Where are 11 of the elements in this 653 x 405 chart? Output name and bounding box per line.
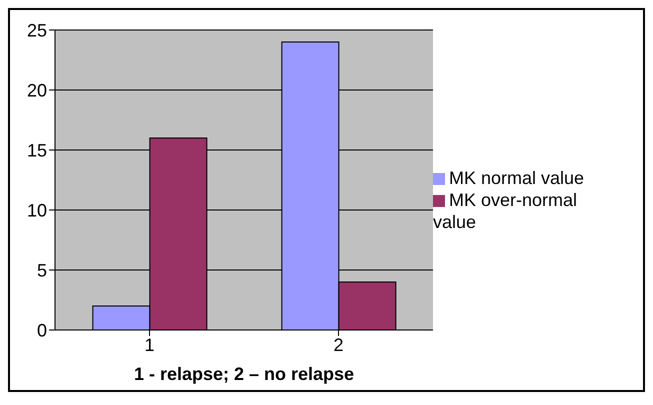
x-tick-label: 2 [333, 334, 344, 355]
x-axis-title: 1 - relapse; 2 – no relapse [134, 364, 354, 384]
y-tick-label: 10 [26, 200, 47, 220]
legend-label: MK over-normal value [433, 190, 578, 232]
y-tick-label: 20 [26, 80, 47, 100]
x-tick-label: 1 [144, 334, 155, 355]
y-tick-label: 0 [36, 320, 47, 340]
y-tick-label: 25 [26, 20, 47, 40]
legend-label: MK normal value [449, 168, 584, 188]
y-tick-label: 15 [26, 140, 47, 160]
y-tick-label: 5 [36, 260, 47, 280]
